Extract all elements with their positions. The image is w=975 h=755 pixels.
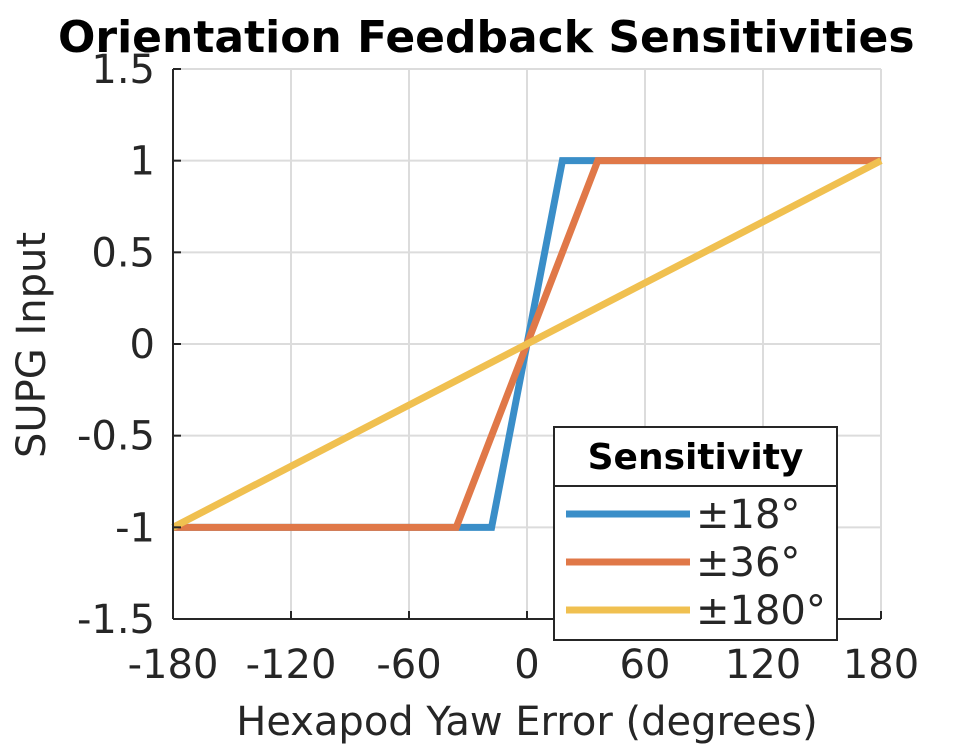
x-tick-label: -60 [376, 642, 441, 688]
x-tick-label: 60 [620, 642, 671, 688]
y-tick-label: -1.5 [77, 597, 155, 643]
x-tick-label: 120 [725, 642, 801, 688]
y-tick-label: 1 [130, 139, 155, 185]
chart-title: Orientation Feedback Sensitivities [58, 12, 915, 63]
legend-label-2: ±36° [696, 540, 800, 586]
series-line-3 [171, 157, 883, 531]
legend-label-3: ±180° [696, 588, 826, 634]
legend-title: Sensitivity [588, 437, 804, 478]
x-tick-label: -120 [246, 642, 337, 688]
y-tick-label: 0.5 [91, 230, 155, 276]
legend: Sensitivity ±18°±36°±180° [553, 426, 838, 641]
x-tick-label: 0 [514, 642, 539, 688]
x-tick-label: 180 [843, 642, 919, 688]
legend-label-1: ±18° [696, 492, 800, 538]
tick-labels: -180 -120 -60 0 60 120 180 -1.5 -1 -0.5 0 0.5 1 1.5 [77, 47, 919, 688]
y-tick-label: -1 [115, 505, 155, 551]
y-tick-label: 1.5 [91, 47, 155, 93]
x-axis-label: Hexapod Yaw Error (degrees) [236, 699, 817, 745]
x-tick-label: -180 [128, 642, 219, 688]
legend-box [553, 426, 838, 641]
y-tick-label: -0.5 [77, 414, 155, 460]
plot-series [171, 157, 883, 531]
y-axis-label: SUPG Input [9, 232, 55, 458]
y-tick-label: 0 [130, 322, 155, 368]
